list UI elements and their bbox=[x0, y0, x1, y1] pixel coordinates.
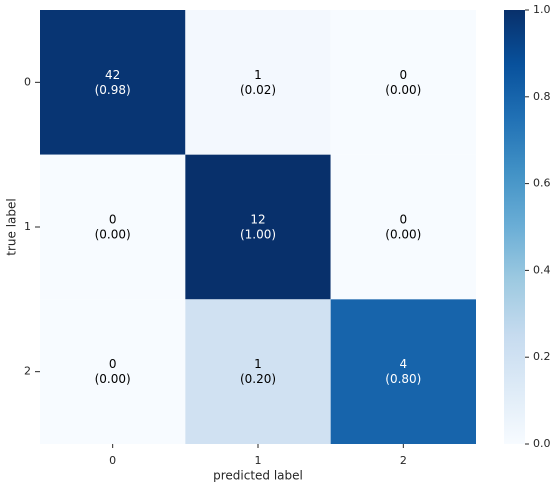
cell bbox=[40, 154, 186, 300]
cell-count: 0 bbox=[109, 213, 117, 227]
y-tick-label: 1 bbox=[24, 220, 31, 233]
cell-count: 0 bbox=[400, 213, 408, 227]
cell-value-label: (0.00) bbox=[385, 228, 421, 242]
colorbar-tick-label: 0.0 bbox=[533, 437, 551, 450]
cell-value-label: (0.98) bbox=[95, 83, 131, 97]
colorbar-tick-label: 1.0 bbox=[533, 3, 551, 16]
cell-value-label: (0.80) bbox=[385, 372, 421, 386]
cell-count: 1 bbox=[254, 357, 262, 371]
cell-value-label: (0.20) bbox=[240, 372, 276, 386]
cell-value-label: (0.00) bbox=[385, 83, 421, 97]
cell bbox=[40, 10, 186, 155]
colorbar-tick-label: 0.2 bbox=[533, 350, 551, 363]
cell-count: 42 bbox=[105, 68, 120, 82]
x-tick-label: 1 bbox=[255, 454, 262, 467]
cell-value-label: (0.00) bbox=[95, 372, 131, 386]
cell-count: 0 bbox=[109, 357, 117, 371]
colorbar-tick-label: 0.8 bbox=[533, 90, 551, 103]
x-tick-label: 2 bbox=[400, 454, 407, 467]
cell bbox=[185, 10, 331, 155]
y-axis-label: true label bbox=[5, 198, 19, 255]
cell-value-label: (1.00) bbox=[240, 228, 276, 242]
cell bbox=[330, 10, 476, 155]
cell bbox=[330, 154, 476, 300]
cell-count: 12 bbox=[250, 213, 265, 227]
cell-count: 1 bbox=[254, 68, 262, 82]
colorbar bbox=[504, 10, 525, 444]
cell-count: 4 bbox=[400, 357, 408, 371]
cell-value-label: (0.02) bbox=[240, 83, 276, 97]
colorbar-tick-label: 0.6 bbox=[533, 177, 551, 190]
cell-value-label: (0.00) bbox=[95, 228, 131, 242]
colorbar-tick-label: 0.4 bbox=[533, 263, 551, 276]
cell bbox=[185, 154, 331, 300]
x-axis-label: predicted label bbox=[213, 469, 303, 483]
x-tick-label: 0 bbox=[109, 454, 116, 467]
cell-count: 0 bbox=[400, 68, 408, 82]
cell bbox=[40, 299, 186, 444]
y-tick-label: 0 bbox=[24, 75, 31, 88]
cell bbox=[330, 299, 476, 444]
y-tick-label: 2 bbox=[24, 365, 31, 378]
cell bbox=[185, 299, 331, 444]
